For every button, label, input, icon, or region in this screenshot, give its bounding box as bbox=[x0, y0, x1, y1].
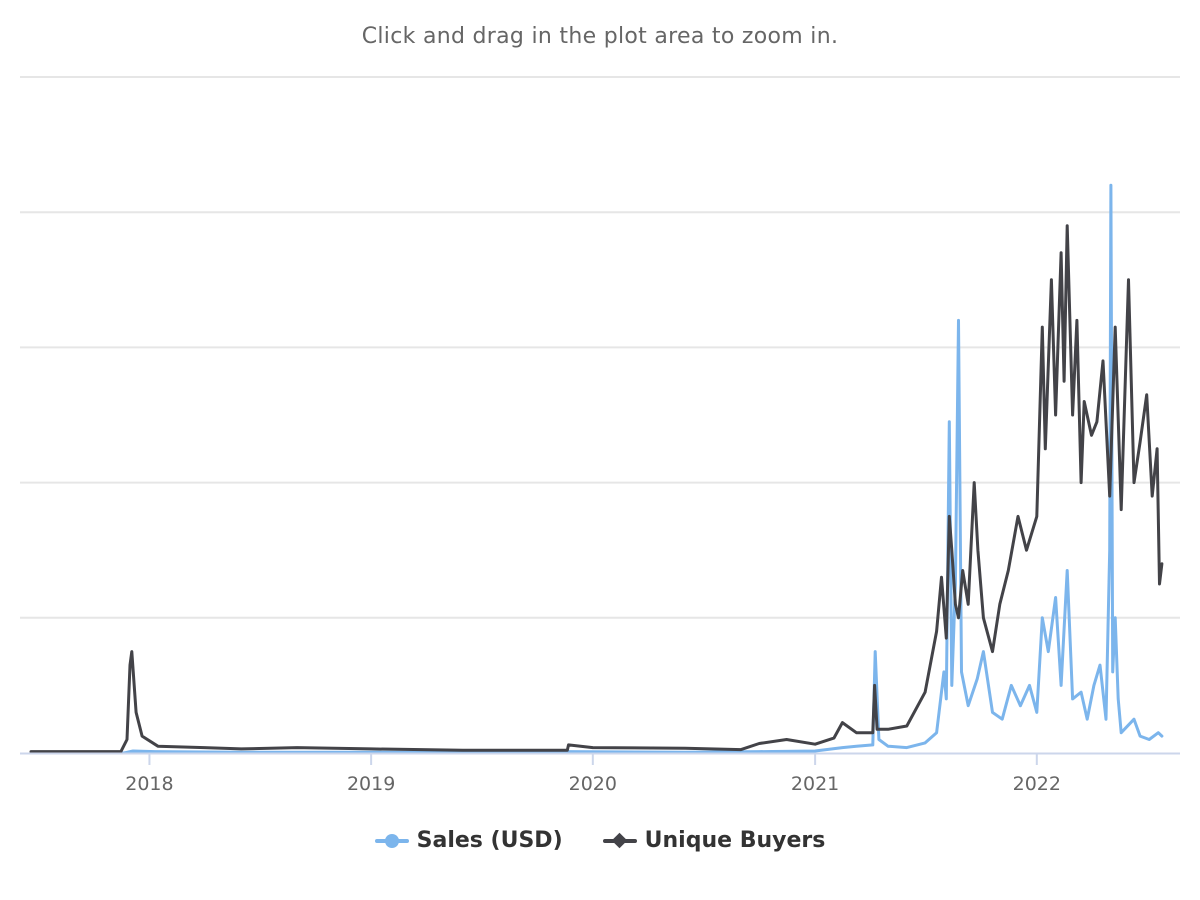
x-tick-label: 2022 bbox=[1013, 773, 1061, 795]
series-line-sales[interactable] bbox=[29, 183, 1164, 755]
legend: Sales (USD) Unique Buyers bbox=[0, 828, 1200, 853]
diamond-marker-icon bbox=[611, 832, 627, 848]
gridlines bbox=[20, 76, 1180, 619]
series-line-unique-buyers[interactable] bbox=[29, 224, 1164, 754]
x-tick-label: 2019 bbox=[347, 773, 395, 795]
x-tick-label: 2018 bbox=[125, 773, 173, 795]
legend-label-unique-buyers: Unique Buyers bbox=[644, 828, 826, 853]
legend-item-unique-buyers[interactable]: Unique Buyers bbox=[602, 828, 826, 853]
legend-symbol-unique-buyers bbox=[602, 831, 637, 851]
series-layer bbox=[29, 183, 1164, 755]
legend-symbol-sales bbox=[374, 831, 409, 851]
legend-label-sales: Sales (USD) bbox=[416, 828, 563, 853]
x-axis: 2018 2019 2020 2021 2022 bbox=[20, 752, 1180, 795]
circle-marker-icon bbox=[384, 833, 399, 848]
legend-item-sales[interactable]: Sales (USD) bbox=[374, 828, 563, 853]
chart-subtitle: Click and drag in the plot area to zoom … bbox=[361, 24, 839, 49]
x-tick-label: 2021 bbox=[791, 773, 839, 795]
x-tick-label: 2020 bbox=[569, 773, 617, 795]
